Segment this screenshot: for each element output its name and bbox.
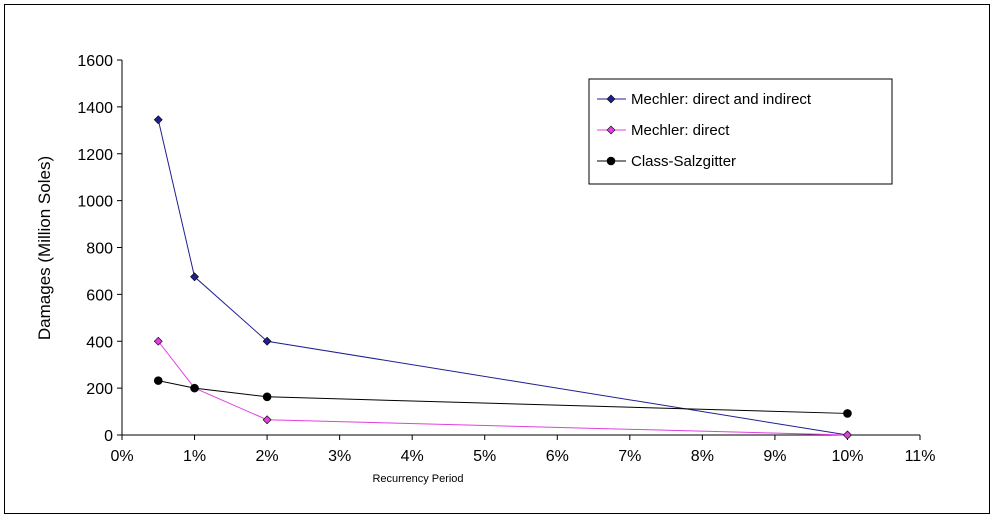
y-tick-label: 0 (104, 428, 113, 445)
series-line (157, 119, 848, 436)
data-point (153, 115, 163, 125)
x-tick-label: 7% (618, 448, 641, 465)
axes (117, 59, 921, 440)
legend-item-2: Mechler: direct (597, 122, 730, 139)
y-tick-label: 1400 (77, 100, 113, 117)
series-line (158, 380, 848, 414)
legend-label: Mechler: direct and indirect (631, 91, 812, 108)
data-point (843, 409, 852, 418)
legend-label: Mechler: direct (631, 122, 730, 139)
x-tick-label: 2% (256, 448, 279, 465)
series-line (157, 340, 848, 436)
x-tick-label: 11% (905, 448, 936, 465)
legend-marker (606, 94, 616, 104)
data-point (262, 392, 272, 402)
x-tick-label: 3% (328, 448, 351, 465)
y-tick-label: 1000 (77, 194, 113, 211)
series-group (153, 115, 852, 440)
y-tick-label: 600 (86, 287, 113, 304)
data-point (153, 376, 163, 385)
x-tick-label: 0% (110, 448, 133, 465)
legend-label: Class-Salzgitter (631, 153, 736, 170)
x-tick-label: 6% (546, 448, 569, 465)
x-tick-label: 9% (763, 448, 786, 465)
data-point (153, 336, 163, 346)
y-tick-label: 1200 (77, 147, 113, 164)
legend-box (588, 78, 893, 185)
y-axis-title: Damages (Million Soles) (35, 156, 54, 340)
x-tick-label: 8% (691, 448, 714, 465)
legend: Mechler: direct and indirect Mechler: dir… (588, 78, 893, 185)
y-tick-label: 800 (86, 241, 113, 258)
legend-item-3: Class-Salzgitter (597, 153, 736, 170)
y-tick-labels: 0 200 400 600 800 1000 1200 1400 1600 (77, 53, 113, 445)
legend-marker (606, 156, 616, 166)
x-tick-label: 4% (401, 448, 424, 465)
series-2 (153, 336, 852, 440)
y-tick-label: 400 (86, 334, 113, 351)
legend-item-1: Mechler: direct and indirect (597, 91, 812, 108)
data-point (843, 430, 852, 440)
x-tick-labels: 0% 1% 2% 3% 4% 5% 6% 7% 8% 9% 10% 11% (110, 448, 935, 465)
data-point (190, 272, 199, 282)
y-tick-label: 200 (86, 381, 113, 398)
data-point (262, 415, 272, 425)
data-point (190, 383, 199, 393)
series-3 (153, 376, 852, 418)
x-tick-label: 5% (473, 448, 496, 465)
x-axis-title: Recurrency Period (372, 473, 463, 485)
x-tick-label: 1% (183, 448, 206, 465)
legend-marker (606, 125, 616, 135)
y-tick-label: 1600 (77, 53, 113, 70)
data-point (262, 336, 272, 346)
x-tick-label: 10% (831, 448, 863, 465)
